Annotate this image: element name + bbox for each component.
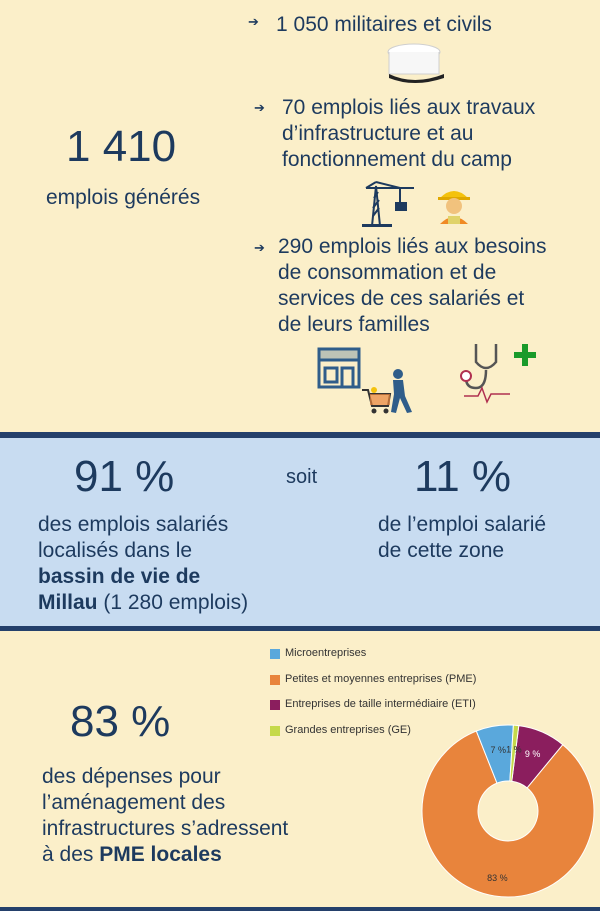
- donut-chart: 9 % 83 % 7 % 1 %: [421, 724, 595, 898]
- share-left-value: 91 %: [74, 452, 175, 501]
- divider: [0, 626, 600, 631]
- worker-icon: [438, 191, 470, 224]
- medical-plus-icon: [514, 344, 536, 366]
- legend-swatch: [270, 649, 280, 659]
- crane-icon: [362, 181, 414, 227]
- jobs-section: 1 410 emplois générés ➔ 1 050 militaires…: [0, 0, 600, 432]
- arrow-icon: ➔: [248, 14, 259, 29]
- share-connector: soit: [286, 466, 318, 488]
- share-left-text: des emplois salariés localisés dans le b…: [38, 513, 249, 614]
- stethoscope-icon: [460, 344, 510, 404]
- jobs-item-1: 1 050 militaires et civils: [276, 13, 492, 36]
- donut-label: 1 %: [506, 744, 522, 754]
- jobs-total-label: emplois générés: [46, 186, 201, 209]
- share-right-value: 11 %: [414, 452, 512, 501]
- shopping-cart-icon: [362, 369, 412, 414]
- donut-label: 7 %: [491, 745, 507, 755]
- share-section: 91 % des emplois salariés localisés dans…: [0, 438, 600, 626]
- donut-slice: [421, 730, 595, 898]
- share-right-text: de l’emploi salarié de cette zone: [378, 513, 547, 562]
- legend-swatch: [270, 726, 280, 736]
- arrow-icon: ➔: [254, 240, 265, 255]
- shop-icon: [317, 347, 361, 389]
- divider: [0, 432, 600, 438]
- spending-text: des dépenses pour l’aménagement des infr…: [42, 765, 289, 866]
- spending-value: 83 %: [70, 697, 171, 746]
- jobs-total-value: 1 410: [66, 122, 177, 171]
- kepi-icon: [387, 43, 444, 83]
- jobs-item-3: 290 emplois liés aux besoins de consomma…: [278, 235, 547, 336]
- donut-label: 83 %: [487, 873, 508, 883]
- legend-swatch: [270, 675, 280, 685]
- jobs-item-2: 70 emplois liés aux travaux d’infrastruc…: [282, 96, 536, 171]
- donut-slice: [509, 724, 520, 782]
- divider: [0, 907, 600, 911]
- arrow-icon: ➔: [254, 100, 265, 115]
- donut-label: 9 %: [525, 749, 541, 759]
- spending-section: 83 % des dépenses pour l’aménagement des…: [0, 631, 600, 907]
- legend-swatch: [270, 700, 280, 710]
